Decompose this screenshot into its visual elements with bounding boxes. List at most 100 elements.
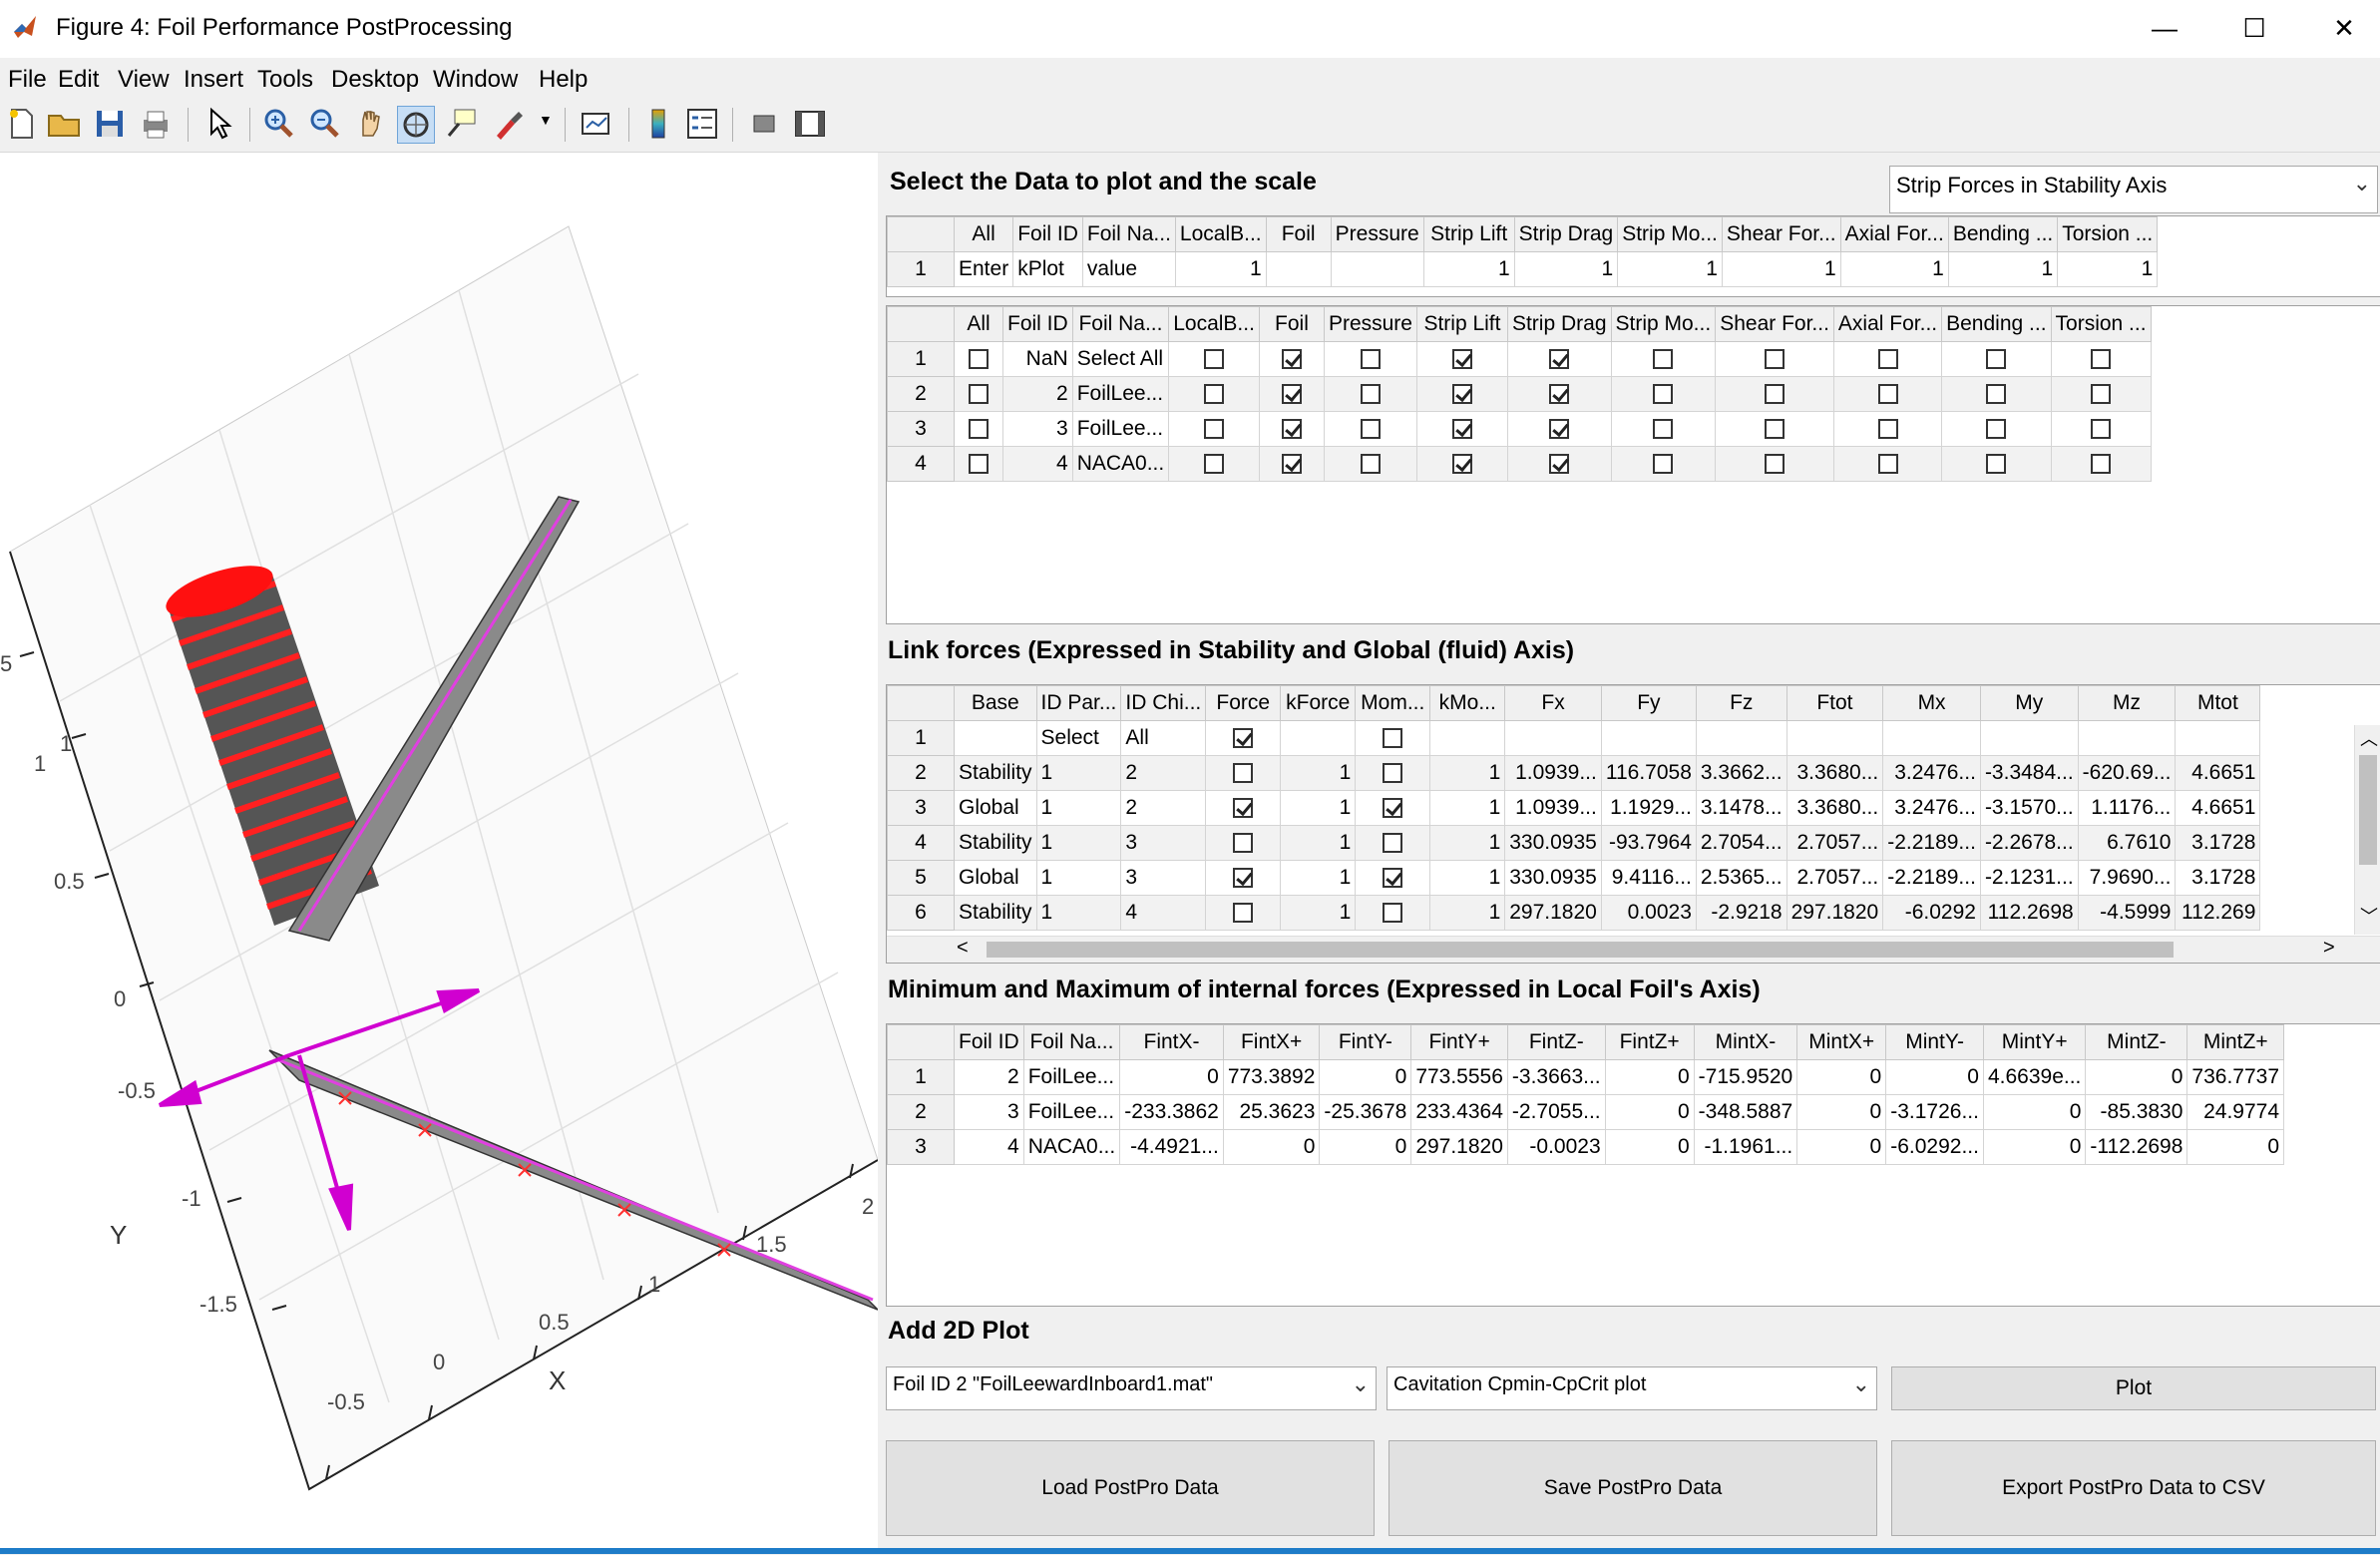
select-all-cell[interactable] [954,411,1003,447]
kforce-cell[interactable] [1280,720,1357,756]
scroll-up-icon[interactable]: ︿ [2360,729,2378,749]
kmo-cell[interactable]: 1 [1429,790,1506,826]
checkbox[interactable] [1653,454,1674,475]
checkbox[interactable] [1765,419,1785,440]
checkbox[interactable] [1765,454,1785,475]
select-cell[interactable] [1832,446,1943,482]
column-header[interactable]: Torsion ... [2050,306,2152,342]
column-header[interactable]: Foil [1265,216,1332,252]
select-cell[interactable] [1415,446,1508,482]
column-header[interactable]: FintY- [1319,1024,1412,1060]
column-header[interactable]: Axial For... [1839,216,1949,252]
select-cell[interactable] [1610,411,1717,447]
column-header[interactable]: Fy [1600,685,1697,721]
select-cell[interactable] [1168,376,1260,412]
force-checkbox-cell[interactable] [1205,895,1282,931]
select-cell[interactable] [1323,411,1417,447]
scrollbar-thumb[interactable] [2359,755,2377,865]
column-header[interactable]: My [1979,685,2079,721]
print-icon[interactable] [138,106,174,142]
checkbox[interactable] [1233,798,1254,819]
select-cell[interactable] [2050,341,2152,377]
column-header[interactable]: kForce [1280,685,1357,721]
select-cell[interactable] [2050,446,2152,482]
menu-file[interactable]: File [8,66,47,93]
column-header[interactable]: Mx [1882,685,1981,721]
select-cell[interactable] [1258,376,1325,412]
menu-insert[interactable]: Insert [184,66,244,93]
checkbox[interactable] [1383,833,1403,854]
checkbox[interactable] [1451,384,1472,405]
scale-cell[interactable] [1330,251,1424,287]
menu-desktop[interactable]: Desktop [331,66,420,93]
column-header[interactable]: MintZ- [2085,1024,2188,1060]
scale-cell[interactable]: Enter [953,251,1014,287]
column-header[interactable]: Fz [1695,685,1787,721]
minimize-button[interactable]: — [2152,13,2178,43]
force-checkbox-cell[interactable] [1205,755,1282,791]
column-header[interactable]: Foil Na... [1081,216,1176,252]
save-icon[interactable] [92,106,128,142]
close-button[interactable]: ✕ [2333,13,2355,43]
checkbox[interactable] [1204,349,1225,370]
scroll-left-icon[interactable]: < [957,937,969,959]
column-header[interactable]: Shear For... [1721,216,1841,252]
select-cell[interactable] [1258,411,1325,447]
kmo-cell[interactable]: 1 [1429,825,1506,861]
column-header[interactable]: Foil Na... [1071,306,1170,342]
select-cell[interactable] [1258,446,1325,482]
select-cell[interactable] [1610,376,1717,412]
checkbox[interactable] [1204,384,1225,405]
column-header[interactable]: FintX+ [1222,1024,1321,1060]
scale-cell[interactable]: 1 [2057,251,2159,287]
column-header[interactable]: FintY+ [1410,1024,1508,1060]
checkbox[interactable] [1233,728,1254,749]
data-cursor-icon[interactable] [445,106,481,142]
checkbox[interactable] [1549,454,1570,475]
select-cell[interactable] [1610,446,1717,482]
kforce-cell[interactable]: 1 [1280,790,1357,826]
menu-tools[interactable]: Tools [257,66,314,93]
column-header[interactable]: LocalB... [1168,306,1260,342]
select-cell[interactable] [2050,411,2152,447]
checkbox[interactable] [2091,454,2112,475]
column-header[interactable]: Torsion ... [2057,216,2159,252]
select-cell[interactable] [1832,341,1943,377]
column-header[interactable]: Ftot [1785,685,1884,721]
menu-help[interactable]: Help [539,66,589,93]
kforce-cell[interactable]: 1 [1280,755,1357,791]
column-header[interactable]: Strip Drag [1506,306,1612,342]
maximize-button[interactable]: ☐ [2242,13,2266,43]
column-header[interactable]: Axial For... [1832,306,1943,342]
column-header[interactable]: Foil ID [1012,216,1083,252]
column-header[interactable]: LocalB... [1174,216,1267,252]
moment-checkbox-cell[interactable] [1355,860,1431,896]
select-cell[interactable] [1610,341,1717,377]
scrollbar-thumb[interactable] [987,942,2174,958]
checkbox[interactable] [1204,454,1225,475]
column-header[interactable]: Shear For... [1715,306,1834,342]
save-postpro-data-button[interactable]: Save PostPro Data [1388,1440,1877,1536]
column-header[interactable]: Foil ID [1002,306,1073,342]
checkbox[interactable] [1383,728,1403,749]
select-all-cell[interactable] [954,376,1003,412]
column-header[interactable]: Foil [1258,306,1325,342]
scroll-down-icon[interactable]: ﹀ [2360,907,2378,927]
kforce-cell[interactable]: 1 [1280,895,1357,931]
select-cell[interactable] [1832,376,1943,412]
scale-cell[interactable]: 1 [1947,251,2059,287]
select-cell[interactable] [2050,376,2152,412]
checkbox[interactable] [1383,868,1403,889]
force-checkbox-cell[interactable] [1205,825,1282,861]
checkbox[interactable] [1986,454,2007,475]
checkbox[interactable] [1653,419,1674,440]
plot-type-dropdown[interactable]: Cavitation Cpmin-CpCrit plot ⌄ [1387,1366,1877,1410]
moment-checkbox-cell[interactable] [1355,825,1431,861]
scale-cell[interactable]: kPlot [1012,251,1083,287]
select-cell[interactable] [1506,446,1612,482]
checkbox[interactable] [1549,349,1570,370]
checkbox[interactable] [1765,349,1785,370]
checkbox[interactable] [1281,349,1302,370]
checkbox[interactable] [1281,454,1302,475]
checkbox[interactable] [1360,454,1381,475]
